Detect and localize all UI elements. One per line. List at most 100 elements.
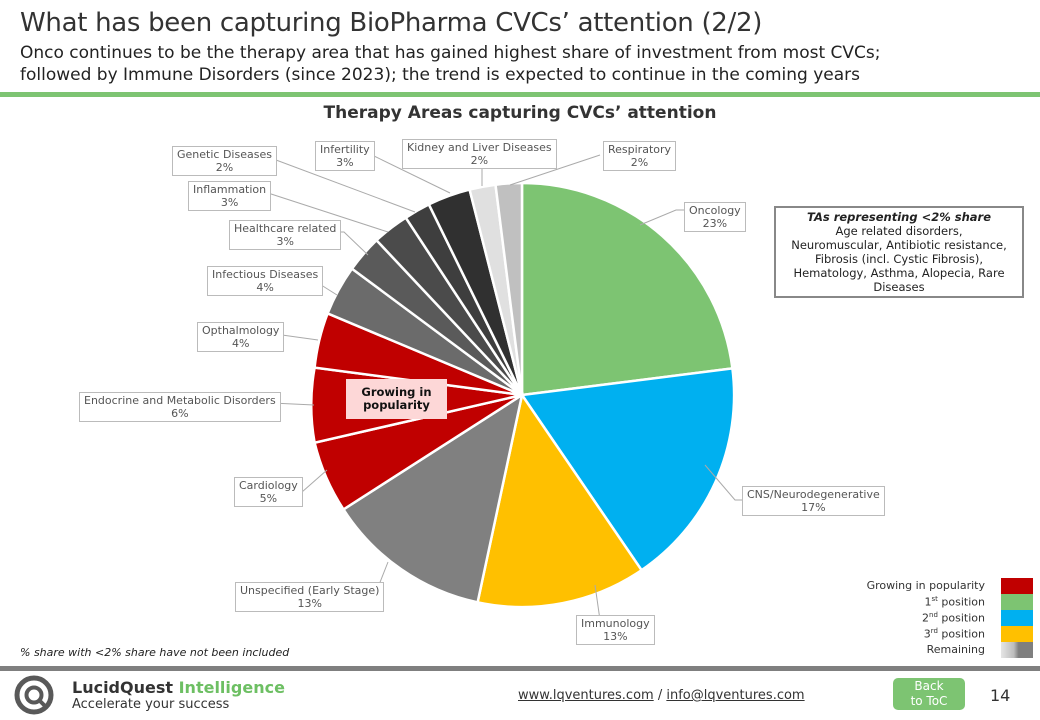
num: 1 — [924, 595, 932, 609]
num: 3 — [923, 627, 931, 641]
legend-label: 3rd position — [924, 627, 985, 641]
brand-name: LucidQuest Intelligence — [72, 678, 285, 697]
note-line-3: Fibrosis (incl. Cystic Fibrosis), — [814, 252, 984, 266]
page-title: What has been capturing BioPharma CVCs’ … — [20, 8, 763, 38]
label-cardiology-pct: 5% — [259, 492, 278, 505]
label-respiratory-pct: 2% — [630, 156, 649, 169]
legend-swatch-gray-gradient — [1001, 642, 1033, 658]
legend-label: Remaining — [926, 643, 985, 656]
legend-item-second: 2nd position — [820, 610, 1035, 626]
label-kidney-pct: 2% — [470, 154, 489, 167]
label-opthalmology: Opthalmology 4% — [197, 322, 285, 352]
slice-unspecified — [341, 392, 524, 604]
label-respiratory-name: Respiratory — [608, 143, 672, 156]
label-cns-name: CNS/Neurodegenerative — [747, 488, 880, 501]
subtitle-line-1: Onco continues to be the therapy area th… — [20, 43, 881, 63]
note-line-1: Age related disorders, — [835, 224, 963, 238]
label-infectious-name: Infectious Diseases — [212, 268, 319, 281]
note-line-5: Diseases — [873, 280, 925, 294]
callout-line-1: Growing in — [361, 385, 432, 399]
sup: st — [931, 595, 938, 603]
growing-in-popularity-callout: Growing in popularity — [346, 379, 447, 419]
rest: position — [937, 595, 985, 609]
legend-swatch-red — [1001, 578, 1033, 594]
chart-title: Therapy Areas capturing CVCs’ attention — [323, 103, 717, 123]
label-infertility: Infertility 3% — [315, 141, 375, 171]
label-kidney-name: Kidney and Liver Diseases — [407, 141, 552, 154]
label-genetic: Genetic Diseases 2% — [172, 146, 277, 176]
label-inflammation-name: Inflammation — [193, 183, 267, 196]
label-immunology: Immunology 13% — [576, 615, 655, 645]
legend-label: 1st position — [925, 595, 985, 609]
header-divider — [0, 92, 1040, 97]
sup: rd — [930, 627, 938, 635]
label-immunology-pct: 13% — [603, 630, 628, 643]
label-unspecified: Unspecified (Early Stage) 13% — [235, 582, 385, 612]
label-respiratory: Respiratory 2% — [603, 141, 677, 171]
footer-divider — [0, 666, 1040, 671]
back-to-toc-button[interactable]: Back to ToC — [893, 678, 965, 710]
label-unspecified-pct: 13% — [297, 597, 322, 610]
lucidquest-logo-icon — [14, 675, 54, 715]
chart-legend: Growing in popularity 1st position 2nd p… — [820, 578, 1035, 658]
label-infectious: Infectious Diseases 4% — [207, 266, 324, 296]
callout-line-2: popularity — [363, 398, 430, 412]
label-genetic-name: Genetic Diseases — [177, 148, 272, 161]
legend-label: Growing in popularity — [866, 579, 985, 592]
page-subtitle: Onco continues to be the therapy area th… — [20, 42, 1030, 86]
legend-item-third: 3rd position — [820, 626, 1035, 642]
label-healthcare-name: Healthcare related — [234, 222, 337, 235]
label-infertility-pct: 3% — [336, 156, 354, 169]
label-opthalmology-pct: 4% — [232, 337, 250, 350]
link-separator: / — [653, 688, 667, 703]
small-share-note-box: TAs representing <2% share Age related d… — [774, 206, 1024, 298]
legend-item-first: 1st position — [820, 594, 1035, 610]
label-oncology-pct: 23% — [702, 217, 728, 230]
label-infertility-name: Infertility — [320, 143, 370, 156]
label-infectious-pct: 4% — [256, 281, 274, 294]
sup: nd — [929, 611, 938, 619]
back-line-2: to ToC — [910, 694, 948, 708]
legend-item-remaining: Remaining — [820, 642, 1035, 658]
label-endocrine-name: Endocrine and Metabolic Disorders — [84, 394, 276, 407]
legend-label: 2nd position — [922, 611, 985, 625]
footnote: % share with <2% share have not been inc… — [20, 646, 290, 659]
slice-respiratory — [494, 181, 524, 396]
website-link[interactable]: www.lqventures.com — [518, 688, 654, 703]
back-line-1: Back — [914, 679, 944, 693]
label-inflammation-pct: 3% — [220, 196, 239, 209]
label-inflammation: Inflammation 3% — [188, 181, 272, 211]
note-line-4: Hematology, Asthma, Alopecia, Rare — [793, 266, 1005, 280]
label-healthcare: Healthcare related 3% — [229, 220, 342, 250]
label-unspecified-name: Unspecified (Early Stage) — [240, 584, 380, 597]
label-genetic-pct: 2% — [215, 161, 234, 174]
page-number: 14 — [990, 686, 1011, 705]
label-endocrine: Endocrine and Metabolic Disorders 6% — [79, 392, 281, 422]
brand-main: LucidQuest — [72, 678, 179, 697]
label-cns-pct: 17% — [801, 501, 826, 514]
slice-cns — [519, 367, 736, 572]
rest: position — [937, 611, 985, 625]
slice-oncology — [520, 181, 734, 397]
label-endocrine-pct: 6% — [171, 407, 189, 420]
email-link[interactable]: info@lqventures.com — [666, 688, 805, 703]
brand-accent: Intelligence — [178, 678, 285, 697]
subtitle-line-2: followed by Immune Disorders (since 2023… — [20, 65, 860, 85]
num: 2 — [922, 611, 930, 625]
label-oncology-name: Oncology — [689, 204, 741, 217]
note-title: TAs representing <2% share — [807, 210, 991, 224]
legend-swatch-yellow — [1001, 626, 1033, 642]
label-healthcare-pct: 3% — [276, 235, 294, 248]
label-cardiology: Cardiology 5% — [234, 477, 303, 507]
label-cns: CNS/Neurodegenerative 17% — [742, 486, 885, 516]
legend-swatch-green — [1001, 594, 1033, 610]
footer-links: www.lqventures.com / info@lqventures.com — [518, 688, 805, 703]
label-kidney: Kidney and Liver Diseases 2% — [402, 139, 557, 169]
pie-slices — [310, 181, 736, 609]
legend-item-growing: Growing in popularity — [820, 578, 1035, 594]
slice-immunology — [476, 391, 644, 609]
label-opthalmology-name: Opthalmology — [202, 324, 280, 337]
rest: position — [937, 627, 985, 641]
label-oncology: Oncology 23% — [684, 202, 746, 232]
